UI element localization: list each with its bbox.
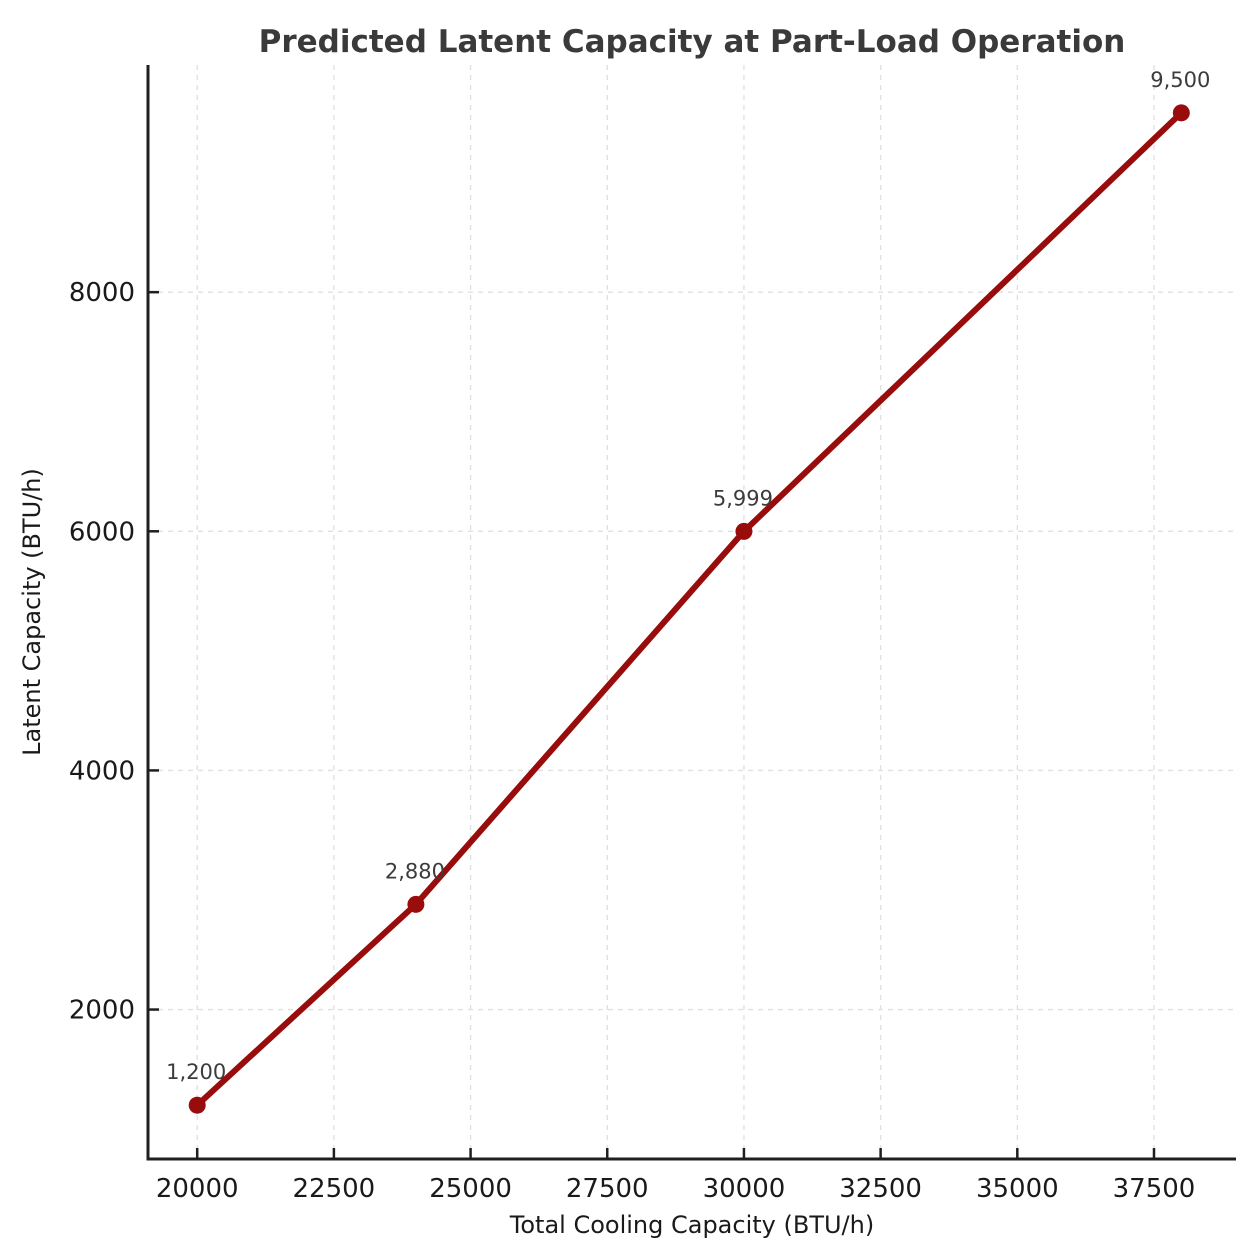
y-tick-label: 2000 <box>69 996 135 1026</box>
series-line <box>194 109 1185 1109</box>
point-labels: 1,200 2,880 5,999 9,500 <box>166 68 1210 1084</box>
data-point-marker <box>735 522 753 540</box>
data-point-marker <box>1172 104 1190 122</box>
tick-marks <box>148 290 1156 1159</box>
data-point-marker <box>407 895 425 913</box>
x-tick-label: 20000 <box>156 1174 239 1204</box>
data-point-label: 1,200 <box>166 1060 226 1084</box>
tick-labels: 20000 22500 25000 27500 30000 32500 35000 37500… <box>69 278 1196 1204</box>
data-point-label: 2,880 <box>385 859 445 883</box>
data-point-marker <box>188 1096 206 1114</box>
data-point-label: 9,500 <box>1150 68 1210 92</box>
series-group <box>188 104 1190 1114</box>
y-tick-label: 8000 <box>69 278 135 308</box>
x-tick-label: 37500 <box>1113 1174 1196 1204</box>
gridlines <box>148 65 1236 1159</box>
x-tick-label: 30000 <box>703 1174 786 1204</box>
x-tick-label: 27500 <box>566 1174 649 1204</box>
chart-title: Predicted Latent Capacity at Part-Load O… <box>259 24 1126 60</box>
y-tick-label: 6000 <box>69 517 135 547</box>
spines <box>146 65 1236 1161</box>
x-tick-label: 32500 <box>839 1174 922 1204</box>
x-tick-label: 35000 <box>976 1174 1059 1204</box>
x-tick-label: 22500 <box>293 1174 376 1204</box>
data-point-label: 5,999 <box>713 486 773 510</box>
y-tick-label: 4000 <box>69 756 135 786</box>
x-tick-label: 25000 <box>429 1174 512 1204</box>
x-axis-label: Total Cooling Capacity (BTU/h) <box>509 1211 874 1239</box>
y-axis-label: Latent Capacity (BTU/h) <box>18 468 46 756</box>
